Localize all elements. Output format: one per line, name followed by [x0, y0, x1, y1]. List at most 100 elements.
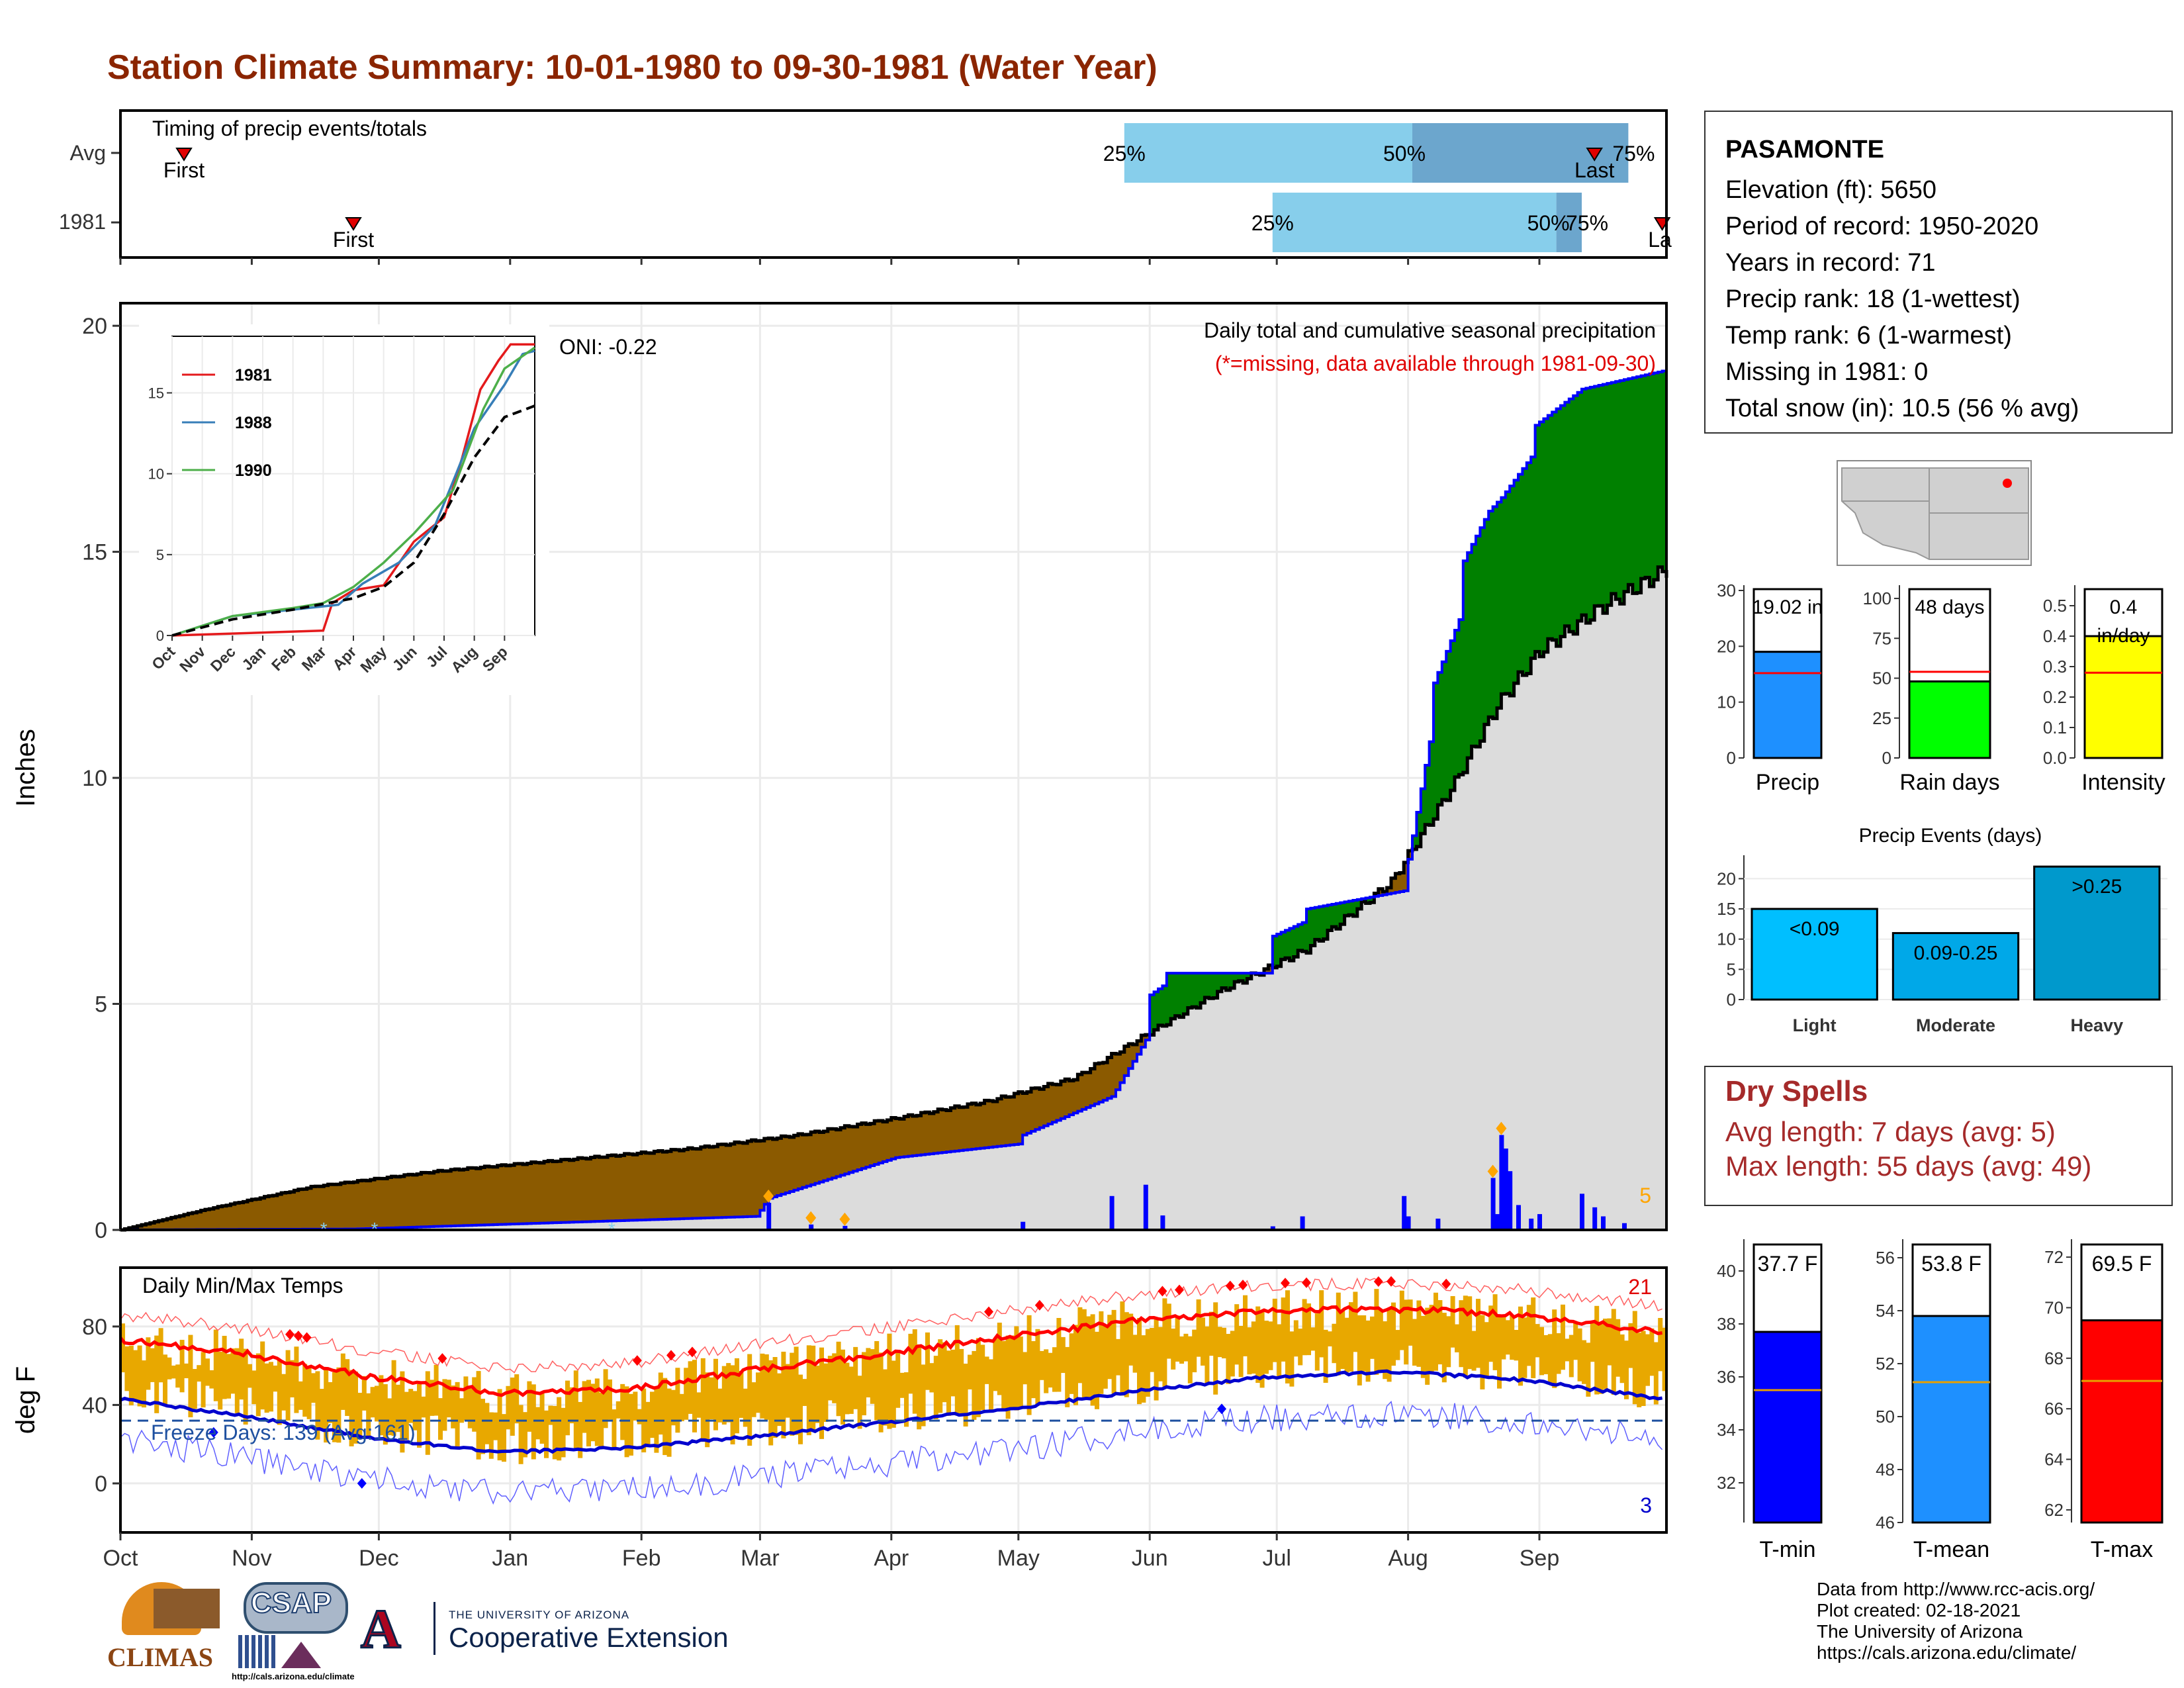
daily-temp-bar: [1408, 1299, 1413, 1346]
ua-line1: THE UNIVERSITY OF ARIZONA: [449, 1609, 630, 1621]
record-high-marker: [1373, 1276, 1383, 1288]
daily-temp-bar: [806, 1345, 811, 1436]
temp-summary-ytick-label: 52: [1876, 1354, 1895, 1374]
daily-temp-bar: [387, 1398, 392, 1436]
ua-divider: [433, 1602, 435, 1655]
daily-temp-bar: [226, 1354, 231, 1399]
daily-temp-bar: [1628, 1323, 1633, 1368]
dry-spells-title: Dry Spells: [1725, 1075, 1868, 1107]
daily-temp-bar: [1433, 1292, 1438, 1371]
daily-temp-bar: [1420, 1315, 1426, 1378]
timing-avg-q-light-bar: [1124, 123, 1412, 183]
daily-temp-bar: [997, 1323, 1002, 1395]
daily-temp-bar: [1501, 1315, 1506, 1360]
daily-temp-bar: [332, 1372, 337, 1442]
daily-temp-bar: [1264, 1321, 1269, 1374]
daily-temp-bar: [853, 1346, 858, 1409]
tmean-chart: 46 48 50 52 54 56 53.8 F T-mean: [1876, 1239, 1991, 1562]
daily-temp-bar: [1492, 1294, 1498, 1370]
daily-temp-bar: [1201, 1317, 1205, 1366]
ua-line2: Cooperative Extension: [449, 1622, 729, 1653]
daily-temp-bar: [451, 1385, 456, 1429]
daily-temp-bar: [336, 1367, 341, 1443]
daily-precip-bar: [1580, 1194, 1584, 1230]
events-ytick-label: 5: [1727, 959, 1736, 979]
daily-temp-bar: [1497, 1317, 1502, 1389]
daily-temp-bar: [1547, 1334, 1553, 1383]
daily-temp-bar: [1081, 1309, 1087, 1400]
daily-temp-bar: [629, 1393, 633, 1456]
summary-ytick-label: 30: [1717, 581, 1736, 600]
daily-temp-bar: [1556, 1333, 1561, 1374]
month-tick-label: Sep: [1520, 1546, 1560, 1571]
daily-temp-bar: [1463, 1295, 1468, 1378]
station-precip-rank: Precip rank: 18 (1-wettest): [1725, 285, 2021, 313]
daily-temp-bar: [277, 1360, 282, 1425]
daily-temp-bar: [1281, 1297, 1286, 1362]
temp-summary-ytick-label: 46: [1876, 1513, 1895, 1532]
events-title: Precip Events (days): [1859, 825, 2042, 847]
daily-temp-bar: [696, 1392, 702, 1418]
daily-temp-bar: [1645, 1334, 1650, 1386]
daily-temp-bar: [234, 1348, 240, 1413]
timing-row-avg-label: Avg: [69, 141, 106, 165]
timing-1981-q25-label: 25%: [1251, 211, 1294, 235]
daily-temp-bar: [239, 1338, 244, 1400]
summary-category-label: Precip: [1756, 770, 1819, 795]
csap-url: http://cals.arizona.edu/climate: [232, 1671, 355, 1681]
daily-temp-bar: [1378, 1309, 1383, 1372]
daily-temp-bar: [1213, 1302, 1218, 1395]
daily-temp-bar: [201, 1352, 206, 1408]
daily-temp-bar: [218, 1351, 223, 1410]
tmin-chart: 32 34 36 38 40 37.7 F T-min: [1717, 1239, 1823, 1562]
temp-summary-value-box: [2080, 1243, 2163, 1322]
daily-temp-bar: [1251, 1321, 1256, 1374]
daily-temp-bar: [188, 1335, 193, 1418]
daily-temp-bar: [158, 1328, 163, 1383]
daily-precip-bar: [1622, 1223, 1627, 1230]
daily-temp-bar: [1590, 1321, 1595, 1362]
station-snow: Total snow (in): 10.5 (56 % avg): [1725, 395, 2079, 422]
daily-temp-bar: [1526, 1305, 1531, 1366]
timing-1981-q50-label: 50%: [1527, 211, 1570, 235]
daily-temp-bar: [1222, 1327, 1226, 1359]
daily-temp-bar: [1429, 1305, 1434, 1373]
daily-temp-bar: [1383, 1321, 1388, 1380]
record-high-marker: [293, 1331, 303, 1342]
station-location-marker: [2003, 479, 2012, 488]
daily-temp-bar: [980, 1344, 985, 1411]
month-tick-label: Aug: [1388, 1546, 1428, 1571]
freeze-days-label: Freeze Days: 139 (Avg:161): [151, 1421, 416, 1444]
daily-temp-bar: [781, 1351, 786, 1438]
daily-temp-bar: [1259, 1311, 1265, 1388]
daily-temp-bar: [1586, 1342, 1591, 1397]
precip-events-chart: Precip Events (days) 0 5 10 15 20 <0.09 Light 0…: [1717, 825, 2167, 1035]
daily-temp-bar: [1649, 1328, 1655, 1376]
daily-temp-bar: [531, 1384, 536, 1460]
daily-temp-bar: [290, 1360, 295, 1397]
daily-temp-bar: [594, 1378, 600, 1446]
daily-temp-bar: [1005, 1335, 1011, 1419]
daily-temp-bar: [1010, 1335, 1015, 1410]
daily-temp-bar: [891, 1360, 896, 1428]
record-high-marker: [632, 1355, 642, 1366]
temp-summary-ytick-label: 68: [2044, 1348, 2064, 1368]
record-low-marker: [1217, 1403, 1226, 1415]
month-tick-label: Dec: [359, 1546, 398, 1571]
daily-temp-bar: [1293, 1320, 1298, 1357]
daily-temp-bar: [904, 1372, 909, 1427]
daily-temp-bar: [433, 1364, 439, 1416]
daily-temp-bar: [1425, 1307, 1430, 1385]
daily-temp-bar: [743, 1388, 748, 1427]
daily-temp-bar: [1099, 1311, 1104, 1394]
main-chart-svg: Timing of precip events/totals Avg 1981 …: [11, 109, 1672, 1571]
daily-temp-bar: [518, 1405, 523, 1464]
summary-ytick-label: 20: [1717, 636, 1736, 656]
record-high-marker: [1441, 1278, 1451, 1289]
daily-temp-bar: [950, 1349, 956, 1397]
temp-summary-bar: [1911, 1315, 1991, 1524]
daily-temp-bar: [1395, 1330, 1400, 1360]
daily-temp-bar: [285, 1350, 291, 1421]
daily-temp-bar: [963, 1364, 968, 1427]
